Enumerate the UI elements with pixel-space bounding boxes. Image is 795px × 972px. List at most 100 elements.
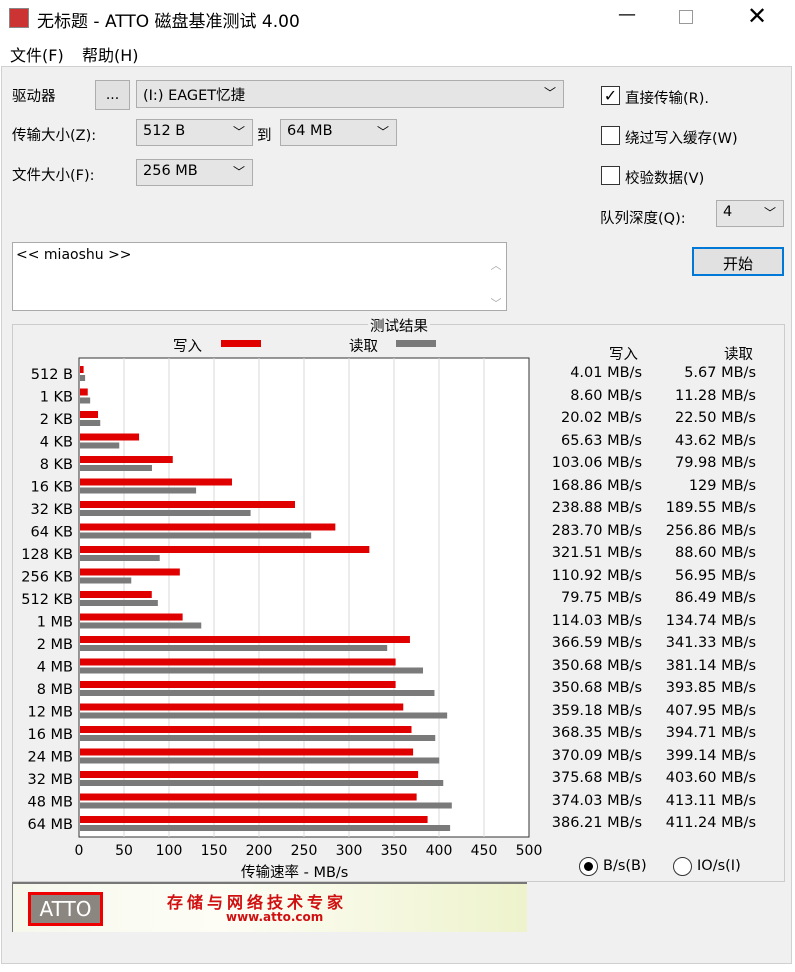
- chevron-down-icon: ﹀: [376, 125, 389, 139]
- write-value: 370.09 MB/s: [551, 747, 642, 764]
- write-bar: [80, 658, 396, 666]
- maximize-button[interactable]: [679, 10, 693, 24]
- scrollbar[interactable]: ︿ ﹀: [490, 259, 502, 310]
- chevron-down-icon: ﹀: [543, 86, 556, 100]
- bytes-per-sec-radio[interactable]: [579, 857, 598, 876]
- write-value: 359.18 MB/s: [551, 702, 642, 719]
- description-text: << miaoshu >>: [16, 247, 132, 263]
- write-value: 79.75 MB/s: [560, 590, 642, 606]
- write-column-header: 写入: [609, 347, 638, 363]
- write-value: 386.21 MB/s: [551, 815, 642, 831]
- read-bar: [80, 577, 132, 584]
- y-category-label: 12 MB: [27, 705, 73, 721]
- direct-io-checkbox[interactable]: ✓: [601, 86, 620, 105]
- read-bar: [80, 397, 91, 404]
- write-bar: [80, 613, 183, 621]
- minimize-button[interactable]: —: [618, 4, 636, 25]
- transfer-to-select[interactable]: 64 MB ﹀: [280, 119, 397, 146]
- read-value: 393.85 MB/s: [665, 680, 756, 696]
- read-column-header: 读取: [724, 347, 753, 363]
- read-value: 399.14 MB/s: [665, 747, 756, 764]
- bypass-cache-label: 绕过写入缓存(W): [625, 131, 738, 147]
- title-bar: 无标题 - ATTO 磁盘基准测试 4.00 — ✕: [0, 0, 795, 36]
- read-bar: [80, 690, 435, 696]
- write-value: 283.70 MB/s: [551, 522, 642, 539]
- read-bar: [80, 780, 444, 786]
- write-bar: [80, 703, 404, 711]
- chevron-down-icon: ﹀: [763, 206, 776, 220]
- description-textarea[interactable]: << miaoshu >> ︿ ﹀: [12, 242, 507, 311]
- banner-url[interactable]: www.atto.com: [226, 910, 324, 924]
- atto-logo: ATTO: [28, 892, 103, 926]
- read-value: 43.62 MB/s: [674, 432, 756, 449]
- transfer-size-label: 传输大小(Z):: [12, 128, 97, 144]
- close-button[interactable]: ✕: [746, 2, 768, 30]
- start-button[interactable]: 开始: [692, 247, 784, 276]
- read-bar: [80, 420, 101, 426]
- queue-depth-select[interactable]: 4 ﹀: [716, 200, 784, 227]
- read-value: 22.50 MB/s: [674, 410, 756, 426]
- read-bar: [80, 532, 312, 539]
- write-bar: [80, 523, 336, 531]
- read-bar: [80, 712, 448, 719]
- y-category-label: 64 KB: [30, 525, 73, 541]
- transfer-from-select[interactable]: 512 B ﹀: [136, 119, 253, 146]
- legend-read-swatch: [396, 340, 436, 347]
- read-value: 403.60 MB/s: [665, 770, 756, 786]
- io-per-sec-radio[interactable]: [673, 857, 692, 876]
- menu-file[interactable]: 文件(F): [10, 46, 64, 65]
- write-value: 366.59 MB/s: [551, 635, 642, 651]
- transfer-from-value: 512 B: [143, 123, 186, 139]
- y-category-label: 512 B: [31, 367, 73, 383]
- write-bar: [80, 388, 88, 396]
- x-tick-label: 50: [115, 843, 133, 859]
- y-category-label: 256 KB: [21, 570, 73, 586]
- y-category-label: 512 KB: [21, 592, 73, 608]
- app-icon: [9, 8, 29, 28]
- x-tick-label: 450: [471, 843, 498, 859]
- x-tick-label: 250: [291, 843, 318, 859]
- write-bar: [80, 456, 173, 463]
- chevron-down-icon: ﹀: [232, 125, 245, 139]
- read-bar: [80, 622, 202, 629]
- file-size-select[interactable]: 256 MB ﹀: [136, 159, 253, 186]
- x-tick-label: 400: [426, 843, 453, 859]
- write-value: 374.03 MB/s: [551, 792, 642, 809]
- write-bar: [80, 433, 140, 441]
- write-value: 103.06 MB/s: [551, 455, 642, 471]
- read-value: 411.24 MB/s: [665, 815, 756, 831]
- write-bar: [80, 546, 370, 553]
- write-bar: [80, 568, 180, 576]
- read-value: 88.60 MB/s: [674, 545, 756, 561]
- y-category-label: 8 MB: [37, 682, 73, 698]
- write-bar: [80, 816, 428, 823]
- write-value: 368.35 MB/s: [551, 725, 642, 741]
- verify-checkbox[interactable]: [601, 166, 620, 185]
- read-bar: [80, 667, 424, 674]
- drive-select[interactable]: (I:) EAGET忆捷 ﹀: [136, 80, 564, 108]
- write-bar: [80, 411, 99, 418]
- x-tick-label: 300: [336, 843, 363, 859]
- write-bar: [80, 726, 412, 733]
- menu-help[interactable]: 帮助(H): [82, 46, 139, 65]
- bytes-per-sec-label: B/s(B): [603, 858, 647, 874]
- chevron-down-icon: ﹀: [232, 165, 245, 179]
- y-category-label: 32 KB: [30, 502, 73, 518]
- y-category-label: 2 MB: [37, 637, 73, 653]
- read-value: 381.14 MB/s: [665, 657, 756, 674]
- read-bar: [80, 555, 160, 561]
- x-tick-label: 150: [201, 843, 228, 859]
- queue-depth-label: 队列深度(Q):: [600, 211, 686, 227]
- drive-value: (I:) EAGET忆捷: [143, 88, 246, 104]
- read-value: 134.74 MB/s: [665, 612, 756, 629]
- io-per-sec-label: IO/s(I): [697, 858, 741, 874]
- legend-write-label: 写入: [173, 339, 202, 355]
- y-category-label: 32 MB: [27, 772, 73, 788]
- write-bar: [80, 636, 410, 643]
- y-category-label: 4 MB: [37, 660, 73, 676]
- bypass-cache-checkbox[interactable]: [601, 126, 620, 145]
- y-category-label: 4 KB: [40, 435, 73, 451]
- write-value: 168.86 MB/s: [551, 477, 642, 494]
- browse-button[interactable]: ...: [95, 80, 130, 110]
